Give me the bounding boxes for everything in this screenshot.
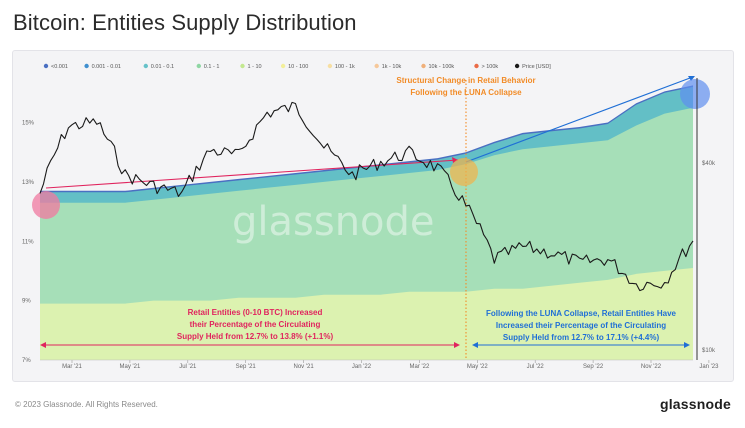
- annotation-text: Supply Held from 12.7% to 13.8% (+1.1%): [177, 332, 334, 341]
- arrowhead: [688, 76, 695, 81]
- x-tick-label: Sep '21: [236, 364, 257, 370]
- x-tick-label: May '21: [119, 364, 140, 370]
- axes: 15% 13% 11% 9% 7% $40k $10k Mar '21 May '21 Jul '…: [22, 78, 719, 370]
- legend-marker: [240, 63, 245, 69]
- chart-title: Bitcoin: Entities Supply Distribution: [13, 10, 357, 35]
- price-line: [39, 101, 694, 292]
- area-layers: [40, 78, 693, 361]
- legend-label: 10 - 100: [288, 64, 308, 70]
- legend-marker: [374, 63, 379, 69]
- legend-label: 0.001 - 0.01: [92, 64, 121, 70]
- legend-label: 1k - 10k: [382, 64, 402, 70]
- legend-marker: [327, 63, 333, 69]
- overlays: [32, 76, 710, 358]
- arrowhead: [452, 157, 458, 163]
- annotation-text: Following the LUNA Collapse, Retail Enti…: [486, 309, 677, 318]
- y-left-tick: 11%: [22, 239, 34, 245]
- y-right-tick: $40k: [702, 161, 716, 167]
- legend-label: <0.001: [51, 64, 68, 70]
- arrowhead: [684, 342, 690, 348]
- legend-label: 100 - 1k: [335, 64, 355, 70]
- highlight-circle-start: [32, 191, 60, 219]
- y-right-tick: $10k: [702, 348, 716, 354]
- area-1-10: [40, 268, 693, 360]
- y-left-tick: 13%: [22, 180, 35, 186]
- annotation-text: their Percentage of the Circulating: [190, 320, 321, 329]
- highlight-circle-end: [680, 79, 710, 109]
- y-left-tick: 7%: [22, 358, 31, 364]
- highlight-circle-luna: [450, 158, 478, 186]
- legend-label: 0.1 - 1: [204, 64, 220, 70]
- legend-label: 0.01 - 0.1: [151, 64, 174, 70]
- x-tick-label: Sep '22: [583, 364, 604, 370]
- arrowhead: [472, 342, 478, 348]
- legend-marker: [143, 63, 148, 69]
- legend-label: 10k - 100k: [429, 64, 455, 70]
- x-tick-label: Mar '22: [409, 364, 429, 370]
- annotation-text: Increased their Percentage of the Circul…: [496, 321, 666, 330]
- watermark: glassnode: [232, 199, 435, 245]
- annotation-text: Following the LUNA Collapse: [410, 88, 522, 97]
- legend-marker: [514, 63, 520, 69]
- legend-label: 1 - 10: [248, 64, 262, 70]
- x-tick-label: Mar '21: [62, 364, 82, 370]
- x-tick-label: Jul '21: [179, 364, 197, 370]
- brand-logo: glassnode: [659, 396, 731, 412]
- legend-marker: [474, 63, 479, 69]
- retail-trend-arrow-pre: [45, 159, 459, 189]
- legend-marker: [43, 63, 49, 69]
- x-tick-label: Jan '23: [699, 364, 719, 370]
- x-tick-label: Nov '21: [294, 364, 315, 370]
- x-tick-label: Jan '22: [352, 364, 372, 370]
- legend-marker: [421, 63, 426, 69]
- x-tick-label: Nov '22: [641, 364, 662, 370]
- y-left-tick: 9%: [22, 299, 31, 305]
- legend-marker: [196, 63, 201, 69]
- annotation-text: Retail Entities (0-10 BTC) Increased: [188, 308, 323, 317]
- x-tick-label: May '22: [467, 364, 488, 370]
- price-series-line: [39, 101, 694, 292]
- x-tick-label: Jul '22: [527, 364, 545, 370]
- annotation-text: Supply Held from 12.7% to 17.1% (+4.4%): [503, 333, 660, 342]
- copyright: © 2023 Glassnode. All Rights Reserved.: [15, 400, 158, 409]
- legend-label: > 100k: [482, 64, 499, 70]
- retail-trend-arrow-post: [465, 77, 691, 163]
- legend-label: Price [USD]: [522, 64, 551, 70]
- annotation-text: Structural Change in Retail Behavior: [396, 76, 535, 85]
- legend: <0.001 0.001 - 0.01 0.01 - 0.1 0.1 - 1 1 - 1…: [43, 63, 551, 70]
- arrowhead: [40, 342, 46, 348]
- annotations: Structural Change in Retail Behavior Foll…: [177, 76, 677, 342]
- y-left-tick: 15%: [22, 121, 35, 127]
- legend-marker: [84, 63, 89, 69]
- legend-marker: [280, 63, 286, 69]
- arrowhead: [454, 342, 460, 348]
